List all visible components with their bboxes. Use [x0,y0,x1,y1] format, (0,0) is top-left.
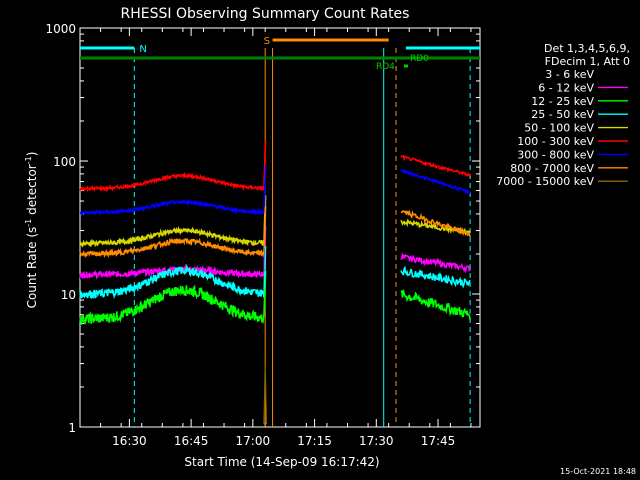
series-rise [263,164,267,208]
y-axis-label: Count Rate (s-1 detector-1) [24,152,39,309]
plot-frame [79,27,481,428]
series-rise [263,245,267,289]
series-line-post [400,209,471,238]
y-tick-label: 100 [53,155,76,169]
y-tick-label: 1 [68,421,76,435]
series-spike-7000-15000 [263,365,268,425]
y-tick-label: 10 [61,288,76,302]
rd0-label: RD0 [410,54,429,64]
series-rise [263,205,267,249]
footer-timestamp: 15-Oct-2021 18:48 [560,467,636,476]
chart-title: RHESSI Observing Summary Count Rates [121,6,410,22]
legend-entry-label: 6 - 12 keV [538,81,594,94]
legend-entry-label: 100 - 300 keV [517,135,594,148]
legend-header: FDecim 1, Att 0 [545,55,630,68]
flag-bar-label: S [264,36,270,47]
x-axis-label: Start Time (14-Sep-09 16:17:42) [184,455,379,469]
legend-entry-label: 50 - 100 keV [524,122,594,135]
x-tick-label: 17:15 [297,434,332,448]
y-tick-label: 1000 [45,22,76,36]
legend-entry-label: 25 - 50 keV [531,108,594,121]
series-line-pre [79,275,266,326]
x-tick-label: 17:45 [421,434,456,448]
legend-header: Det 1,3,4,5,6,9, [544,42,630,55]
legend-entry-label: 7000 - 15000 keV [496,175,594,188]
series-line-pre [79,211,266,259]
x-tick-label: 16:45 [174,434,209,448]
series-line-pre [79,145,266,193]
x-tick-label: 16:30 [112,434,147,448]
series-line-post [400,218,471,236]
series-line-pre [79,169,266,217]
series-line-post [400,154,471,179]
x-tick-label: 17:30 [359,434,394,448]
legend-entry-label: 300 - 800 keV [517,148,594,161]
series-rise [263,270,267,314]
series-line-post [400,265,471,289]
plot-area: 1 10 100 1000 16:30 16:45 17:00 17:15 17:30 17:45… [45,22,481,448]
series-line-pre [79,251,266,300]
series-line-post [400,289,471,320]
legend-entry-label: 12 - 25 keV [531,95,594,108]
legend: Det 1,3,4,5,6,9,FDecim 1, Att 03 - 6 keV… [496,42,630,188]
series-line-post [400,252,471,274]
series-line-pre [79,231,266,280]
flag-bar-label: N [139,44,146,55]
legend-entry-label: 800 - 7000 keV [510,162,594,175]
legend-entry-label: 3 - 6 keV [545,68,594,81]
series-line-post [400,168,471,195]
rd4-label: RD4 [376,62,395,72]
series-line-pre [79,200,266,248]
x-tick-label: 17:00 [236,434,271,448]
